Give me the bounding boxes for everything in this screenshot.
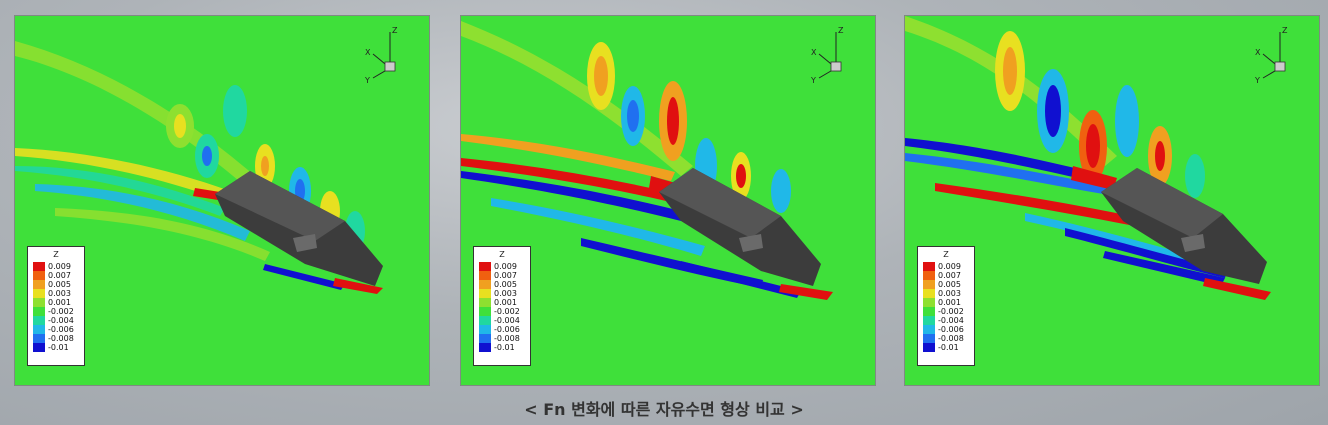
axis-triad-icon [1262, 32, 1286, 79]
legend-value: -0.01 [494, 343, 515, 352]
legend-swatch [479, 262, 491, 271]
axis-triad: Z X Y [1255, 26, 1305, 86]
free-surface-contour-plot [905, 16, 1319, 385]
legend-swatch [33, 271, 45, 280]
legend-value: 0.003 [48, 289, 71, 298]
legend-value: 0.007 [938, 271, 961, 280]
axis-x-label: X [365, 48, 371, 57]
legend-swatch [479, 289, 491, 298]
axis-z-label: Z [838, 26, 844, 35]
legend-swatch [923, 316, 935, 325]
legend-value: -0.008 [938, 334, 964, 343]
axis-y-label: Y [811, 76, 816, 85]
legend-swatch [479, 271, 491, 280]
wave-contour-panel-2: Z X Y Z 0.009 0.007 0.005 0.003 0.001 -0… [460, 15, 876, 386]
axis-triad-icon [372, 32, 396, 79]
legend-swatch [923, 325, 935, 334]
legend-swatch [33, 298, 45, 307]
color-legend: Z 0.009 0.007 0.005 0.003 0.001 -0.002 -… [473, 246, 531, 366]
legend-value: 0.007 [494, 271, 517, 280]
legend-swatch [923, 280, 935, 289]
legend-value: -0.004 [938, 316, 964, 325]
legend-swatch [923, 343, 935, 352]
legend-swatch [33, 343, 45, 352]
legend-swatch [33, 307, 45, 316]
legend-title: Z [53, 250, 59, 259]
free-surface-contour-plot [461, 16, 875, 385]
legend-value: -0.01 [938, 343, 959, 352]
axis-triad: Z X Y [365, 26, 415, 86]
legend-value: -0.002 [48, 307, 74, 316]
legend-swatch [923, 334, 935, 343]
legend-value: 0.003 [494, 289, 517, 298]
legend-value: -0.002 [938, 307, 964, 316]
legend-value: 0.001 [938, 298, 961, 307]
legend-value: 0.007 [48, 271, 71, 280]
legend-value: -0.008 [48, 334, 74, 343]
axis-y-label: Y [1255, 76, 1260, 85]
axis-triad: Z X Y [811, 26, 861, 86]
figure-caption: < Fn 변화에 따른 자유수면 형상 비교 > [524, 400, 804, 419]
legend-value: 0.005 [938, 280, 961, 289]
legend-value: 0.009 [938, 262, 961, 271]
legend-value: -0.004 [48, 316, 74, 325]
legend-swatch [479, 316, 491, 325]
legend-swatch [923, 262, 935, 271]
axis-z-label: Z [392, 26, 398, 35]
legend-swatch [923, 307, 935, 316]
legend-value: -0.006 [48, 325, 74, 334]
legend-title: Z [943, 250, 949, 259]
legend-value: -0.01 [48, 343, 69, 352]
legend-swatch [33, 325, 45, 334]
legend-value: 0.001 [494, 298, 517, 307]
legend-swatch [479, 307, 491, 316]
legend-value: -0.006 [938, 325, 964, 334]
legend-value: -0.002 [494, 307, 520, 316]
axis-triad-icon [818, 32, 842, 79]
legend-value: -0.004 [494, 316, 520, 325]
legend-value: -0.006 [494, 325, 520, 334]
legend-swatch [479, 325, 491, 334]
legend-value: 0.009 [48, 262, 71, 271]
legend-value: 0.001 [48, 298, 71, 307]
legend-value: 0.009 [494, 262, 517, 271]
legend-value: 0.005 [48, 280, 71, 289]
legend-swatch [923, 289, 935, 298]
legend-value: 0.005 [494, 280, 517, 289]
color-legend: Z 0.009 0.007 0.005 0.003 0.001 -0.002 -… [917, 246, 975, 366]
legend-swatch [479, 343, 491, 352]
legend-swatch [479, 298, 491, 307]
legend-swatch [923, 271, 935, 280]
legend-swatch [33, 280, 45, 289]
legend-swatch [33, 316, 45, 325]
legend-swatch [923, 298, 935, 307]
axis-x-label: X [1255, 48, 1261, 57]
legend-value: 0.003 [938, 289, 961, 298]
axis-y-label: Y [365, 76, 370, 85]
wave-contour-panel-1: Z X Y Z 0.009 0.007 0.005 0.003 0.001 -0… [14, 15, 430, 386]
legend-title: Z [499, 250, 505, 259]
legend-value: -0.008 [494, 334, 520, 343]
legend-swatch [479, 334, 491, 343]
color-legend: Z 0.009 0.007 0.005 0.003 0.001 -0.002 -… [27, 246, 85, 366]
legend-swatch [33, 334, 45, 343]
wave-contour-panel-3: Z X Y Z 0.009 0.007 0.005 0.003 0.001 -0… [904, 15, 1320, 386]
legend-swatch [33, 262, 45, 271]
axis-x-label: X [811, 48, 817, 57]
legend-swatch [33, 289, 45, 298]
axis-z-label: Z [1282, 26, 1288, 35]
legend-swatch [479, 280, 491, 289]
